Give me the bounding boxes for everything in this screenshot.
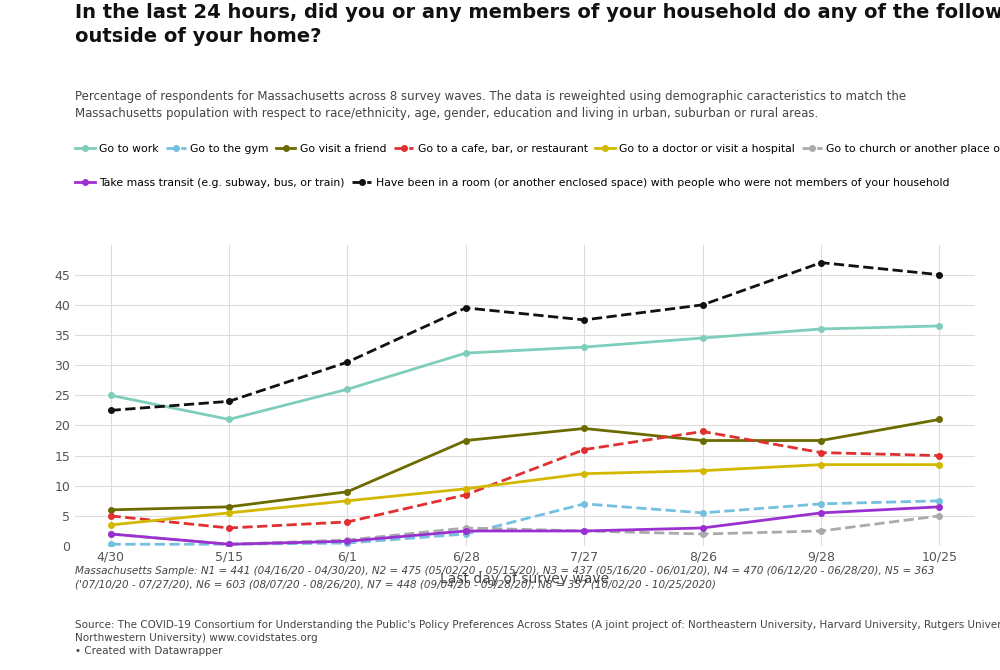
Legend: Go to work, Go to the gym, Go visit a friend, Go to a cafe, bar, or restaurant, : Go to work, Go to the gym, Go visit a fr… bbox=[75, 144, 1000, 154]
Text: In the last 24 hours, did you or any members of your household do any of the fol: In the last 24 hours, did you or any mem… bbox=[75, 3, 1000, 46]
X-axis label: Last day of survey wave: Last day of survey wave bbox=[440, 572, 610, 586]
Legend: Take mass transit (e.g. subway, bus, or train), Have been in a room (or another : Take mass transit (e.g. subway, bus, or … bbox=[75, 178, 949, 188]
Text: Percentage of respondents for Massachusetts across 8 survey waves. The data is r: Percentage of respondents for Massachuse… bbox=[75, 90, 906, 121]
Text: Massachusetts Sample: N1 = 441 (04/16/20 - 04/30/20), N2 = 475 (05/02/20 - 05/15: Massachusetts Sample: N1 = 441 (04/16/20… bbox=[75, 566, 934, 590]
Text: Source: The COVID-19 Consortium for Understanding the Public's Policy Preference: Source: The COVID-19 Consortium for Unde… bbox=[75, 620, 1000, 656]
